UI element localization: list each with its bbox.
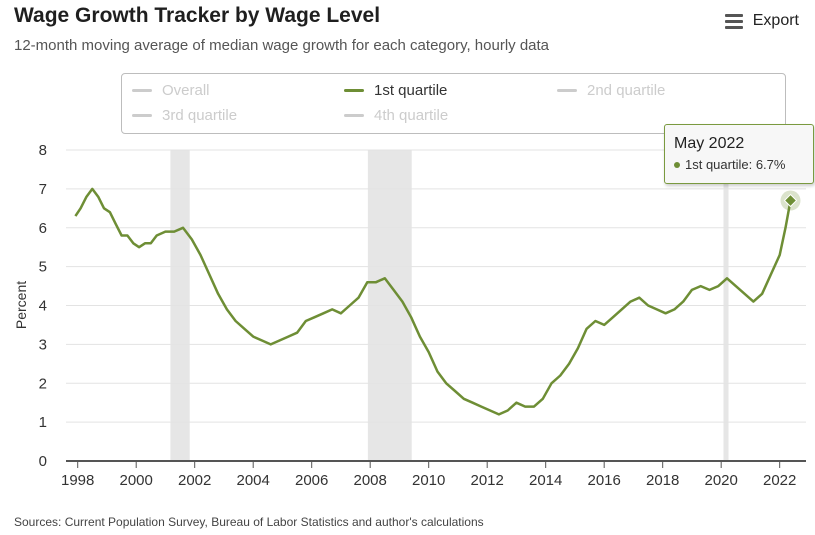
tooltip-row: 1st quartile: 6.7% [674,157,785,172]
y-tick-label: 0 [39,453,47,470]
legend-item-1st-quartile[interactable]: 1st quartile [344,82,447,99]
x-tick-label: 2012 [470,472,503,489]
legend-swatch [132,114,152,117]
y-tick-label: 8 [39,142,47,159]
x-tick-label: 2014 [529,472,562,489]
legend-swatch [132,89,152,92]
legend-label: Overall [162,82,210,99]
data-tooltip: May 2022 1st quartile: 6.7% [664,124,814,184]
legend-swatch [557,89,577,92]
x-tick-label: 2002 [178,472,211,489]
legend-label: 3rd quartile [162,107,238,124]
x-tick-label: 2004 [237,472,270,489]
legend-item-3rd-quartile[interactable]: 3rd quartile [132,107,237,124]
highlight-point [783,193,798,208]
chart-legend: Overall 1st quartile 2nd quartile 3rd qu… [121,73,786,134]
export-label: Export [752,12,799,29]
chart-title: Wage Growth Tracker by Wage Level [14,4,381,27]
y-tick-label: 3 [39,336,47,353]
y-tick-label: 5 [39,259,47,276]
x-tick-label: 2008 [354,472,387,489]
chart-subtitle: 12-month moving average of median wage g… [14,37,550,54]
tooltip-series-dot [674,161,680,168]
x-tick-label: 2000 [120,472,153,489]
x-tick-label: 2022 [763,472,796,489]
legend-item-4th-quartile[interactable]: 4th quartile [344,107,448,124]
y-tick-label: 6 [39,220,47,237]
legend-swatch [344,114,364,117]
legend-item-2nd-quartile[interactable]: 2nd quartile [557,82,665,99]
x-tick-label: 2020 [704,472,737,489]
x-tick-label: 2018 [646,472,679,489]
menu-icon [724,14,743,29]
series-line [74,187,792,416]
source-note: Sources: Current Population Survey, Bure… [14,515,484,529]
x-tick-label: 2010 [412,472,445,489]
export-button[interactable]: Export [724,12,799,30]
legend-label: 4th quartile [374,107,449,124]
tooltip-title: May 2022 [674,135,745,152]
legend-label: 2nd quartile [587,82,666,99]
legend-label: 1st quartile [374,82,448,99]
tooltip-value: 1st quartile: 6.7% [685,157,786,172]
x-tick-label: 1998 [61,472,94,489]
legend-swatch [344,89,364,92]
y-tick-label: 1 [39,414,47,431]
x-tick-label: 2016 [587,472,620,489]
y-axis-title: Percent [13,281,29,329]
y-tick-label: 7 [39,181,47,198]
legend-item-overall[interactable]: Overall [132,82,210,99]
y-tick-label: 4 [39,298,47,315]
x-tick-label: 2006 [295,472,328,489]
y-tick-label: 2 [39,375,47,392]
